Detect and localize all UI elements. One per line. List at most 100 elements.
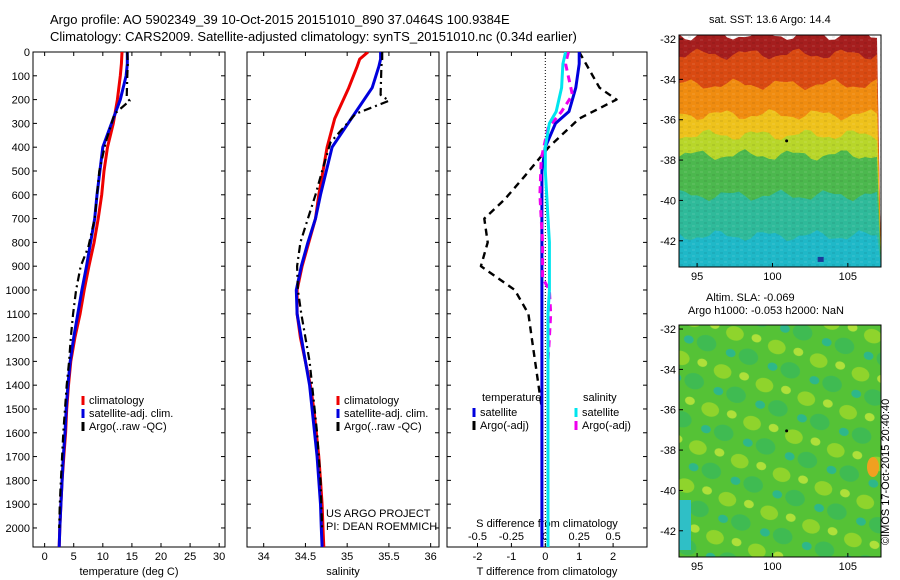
legend-label: climatology bbox=[89, 395, 145, 407]
x2-tick-label: 0.5 bbox=[605, 531, 620, 543]
legend-label: satellite-adj. clim. bbox=[89, 408, 173, 420]
series-argo-line bbox=[296, 52, 390, 529]
x-tick-label: 95 bbox=[691, 561, 703, 573]
y-tick-label: 1400 bbox=[6, 380, 30, 392]
y-tick-label: -32 bbox=[660, 324, 676, 336]
series-satellite-line bbox=[294, 52, 383, 547]
x-tick-label: 1 bbox=[576, 551, 582, 563]
sla-map-title-2: Argo h1000: -0.053 h2000: NaN bbox=[688, 305, 844, 317]
x-tick-label: -1 bbox=[507, 551, 517, 563]
panel-frame-1 bbox=[246, 51, 440, 548]
y-tick-label: 900 bbox=[12, 261, 30, 273]
legend-label: Argo(-adj) bbox=[480, 420, 529, 432]
x-tick-label: 35.5 bbox=[378, 551, 399, 563]
y-tick-label: 700 bbox=[12, 214, 30, 226]
y-tick-label: 200 bbox=[12, 95, 30, 107]
y-tick-label: 400 bbox=[12, 142, 30, 154]
x-tick-label: 95 bbox=[691, 271, 703, 283]
y-tick-label: -40 bbox=[660, 195, 676, 207]
x-tick-label: 105 bbox=[839, 271, 857, 283]
sla-map-frame bbox=[678, 324, 882, 558]
x-tick-label: 5 bbox=[71, 551, 77, 563]
y-tick-label: 300 bbox=[12, 118, 30, 130]
x-tick-label: 100 bbox=[763, 561, 781, 573]
heatmap-layer bbox=[679, 35, 881, 557]
series-climatology-line bbox=[57, 52, 124, 547]
x-tick-label: 10 bbox=[97, 551, 109, 563]
legend-title-salinity: salinity bbox=[583, 392, 617, 404]
sla-map-title-1: Altim. SLA: -0.069 bbox=[706, 292, 795, 304]
legend-label: climatology bbox=[344, 395, 400, 407]
x-tick-label: 35 bbox=[341, 551, 353, 563]
x-tick-label: 15 bbox=[126, 551, 138, 563]
x-tick-label: 2 bbox=[610, 551, 616, 563]
y-tick-label: 2000 bbox=[6, 523, 30, 535]
sst-cold-spot bbox=[817, 256, 824, 262]
y-tick-label: -36 bbox=[660, 405, 676, 417]
y-tick-label: 600 bbox=[12, 190, 30, 202]
sst-map-title: sat. SST: 13.6 Argo: 14.4 bbox=[709, 14, 831, 26]
y-tick-label: -34 bbox=[660, 364, 676, 376]
legend-label: satellite-adj. clim. bbox=[344, 408, 428, 420]
y-tick-label: 1100 bbox=[6, 309, 30, 321]
y-tick-label: -38 bbox=[660, 445, 676, 457]
series-satellite-line bbox=[57, 52, 129, 547]
y-tick-label: 1800 bbox=[6, 475, 30, 487]
x2-tick-label: -0.25 bbox=[499, 531, 524, 543]
legend-label: Argo(..raw -QC) bbox=[344, 421, 422, 433]
x-axis-label: temperature (deg C) bbox=[79, 566, 178, 578]
series-argo-line bbox=[58, 52, 131, 529]
x-axis-label: T difference from climatology bbox=[477, 566, 618, 578]
y-tick-label: 1300 bbox=[6, 356, 30, 368]
sst-texture bbox=[679, 35, 881, 267]
legend-label: satellite bbox=[582, 407, 619, 419]
x-tick-label: 34.5 bbox=[295, 551, 316, 563]
legend-title-temperature: temperature bbox=[482, 392, 541, 404]
argo-position-marker bbox=[785, 139, 789, 143]
x-tick-label: 20 bbox=[155, 551, 167, 563]
panel-frame-0 bbox=[32, 51, 226, 548]
x2-tick-label: 0 bbox=[542, 531, 548, 543]
series-satellite-s-line bbox=[543, 52, 568, 547]
series-argo-t-line bbox=[479, 52, 618, 547]
y-tick-label: -42 bbox=[660, 236, 676, 248]
y-tick-label: 500 bbox=[12, 166, 30, 178]
y-tick-label: 1000 bbox=[6, 285, 30, 297]
project-label: US ARGO PROJECT bbox=[326, 508, 431, 520]
x2-tick-label: 0.25 bbox=[568, 531, 589, 543]
x-tick-label: 25 bbox=[184, 551, 196, 563]
sla-high-patch bbox=[867, 457, 879, 477]
y-tick-label: 1900 bbox=[6, 499, 30, 511]
x-tick-label: 0 bbox=[542, 551, 548, 563]
x2-tick-label: -0.5 bbox=[468, 531, 487, 543]
y-tick-label: -32 bbox=[660, 34, 676, 46]
sst-map-frame bbox=[678, 34, 882, 268]
x-tick-label: 105 bbox=[839, 561, 857, 573]
y-tick-label: -40 bbox=[660, 485, 676, 497]
pi-label: PI: DEAN ROEMMICH bbox=[326, 521, 437, 533]
y-tick-label: -38 bbox=[660, 155, 676, 167]
y-tick-label: 1600 bbox=[6, 428, 30, 440]
x-tick-label: 30 bbox=[213, 551, 225, 563]
legend-label: Argo(..raw -QC) bbox=[89, 421, 167, 433]
y-tick-label: -34 bbox=[660, 74, 676, 86]
figure-title-line2: Climatology: CARS2009. Satellite-adjuste… bbox=[50, 29, 577, 44]
y-tick-label: 100 bbox=[12, 71, 30, 83]
sla-field bbox=[679, 325, 881, 557]
y-tick-label: 0 bbox=[24, 47, 30, 59]
series-argo-s-line bbox=[538, 52, 574, 547]
y-tick-label: 1500 bbox=[6, 404, 30, 416]
x-tick-label: 36 bbox=[425, 551, 437, 563]
x-axis-label: salinity bbox=[326, 566, 360, 578]
legend-label: satellite bbox=[480, 407, 517, 419]
y-tick-label: 800 bbox=[12, 237, 30, 249]
sla-low-patch bbox=[679, 500, 691, 550]
series-satellite-t-line bbox=[540, 52, 581, 547]
x-tick-label: 0 bbox=[42, 551, 48, 563]
x-tick-label: 100 bbox=[763, 271, 781, 283]
series-climatology-line bbox=[295, 52, 369, 547]
x-tick-label: 34 bbox=[258, 551, 270, 563]
